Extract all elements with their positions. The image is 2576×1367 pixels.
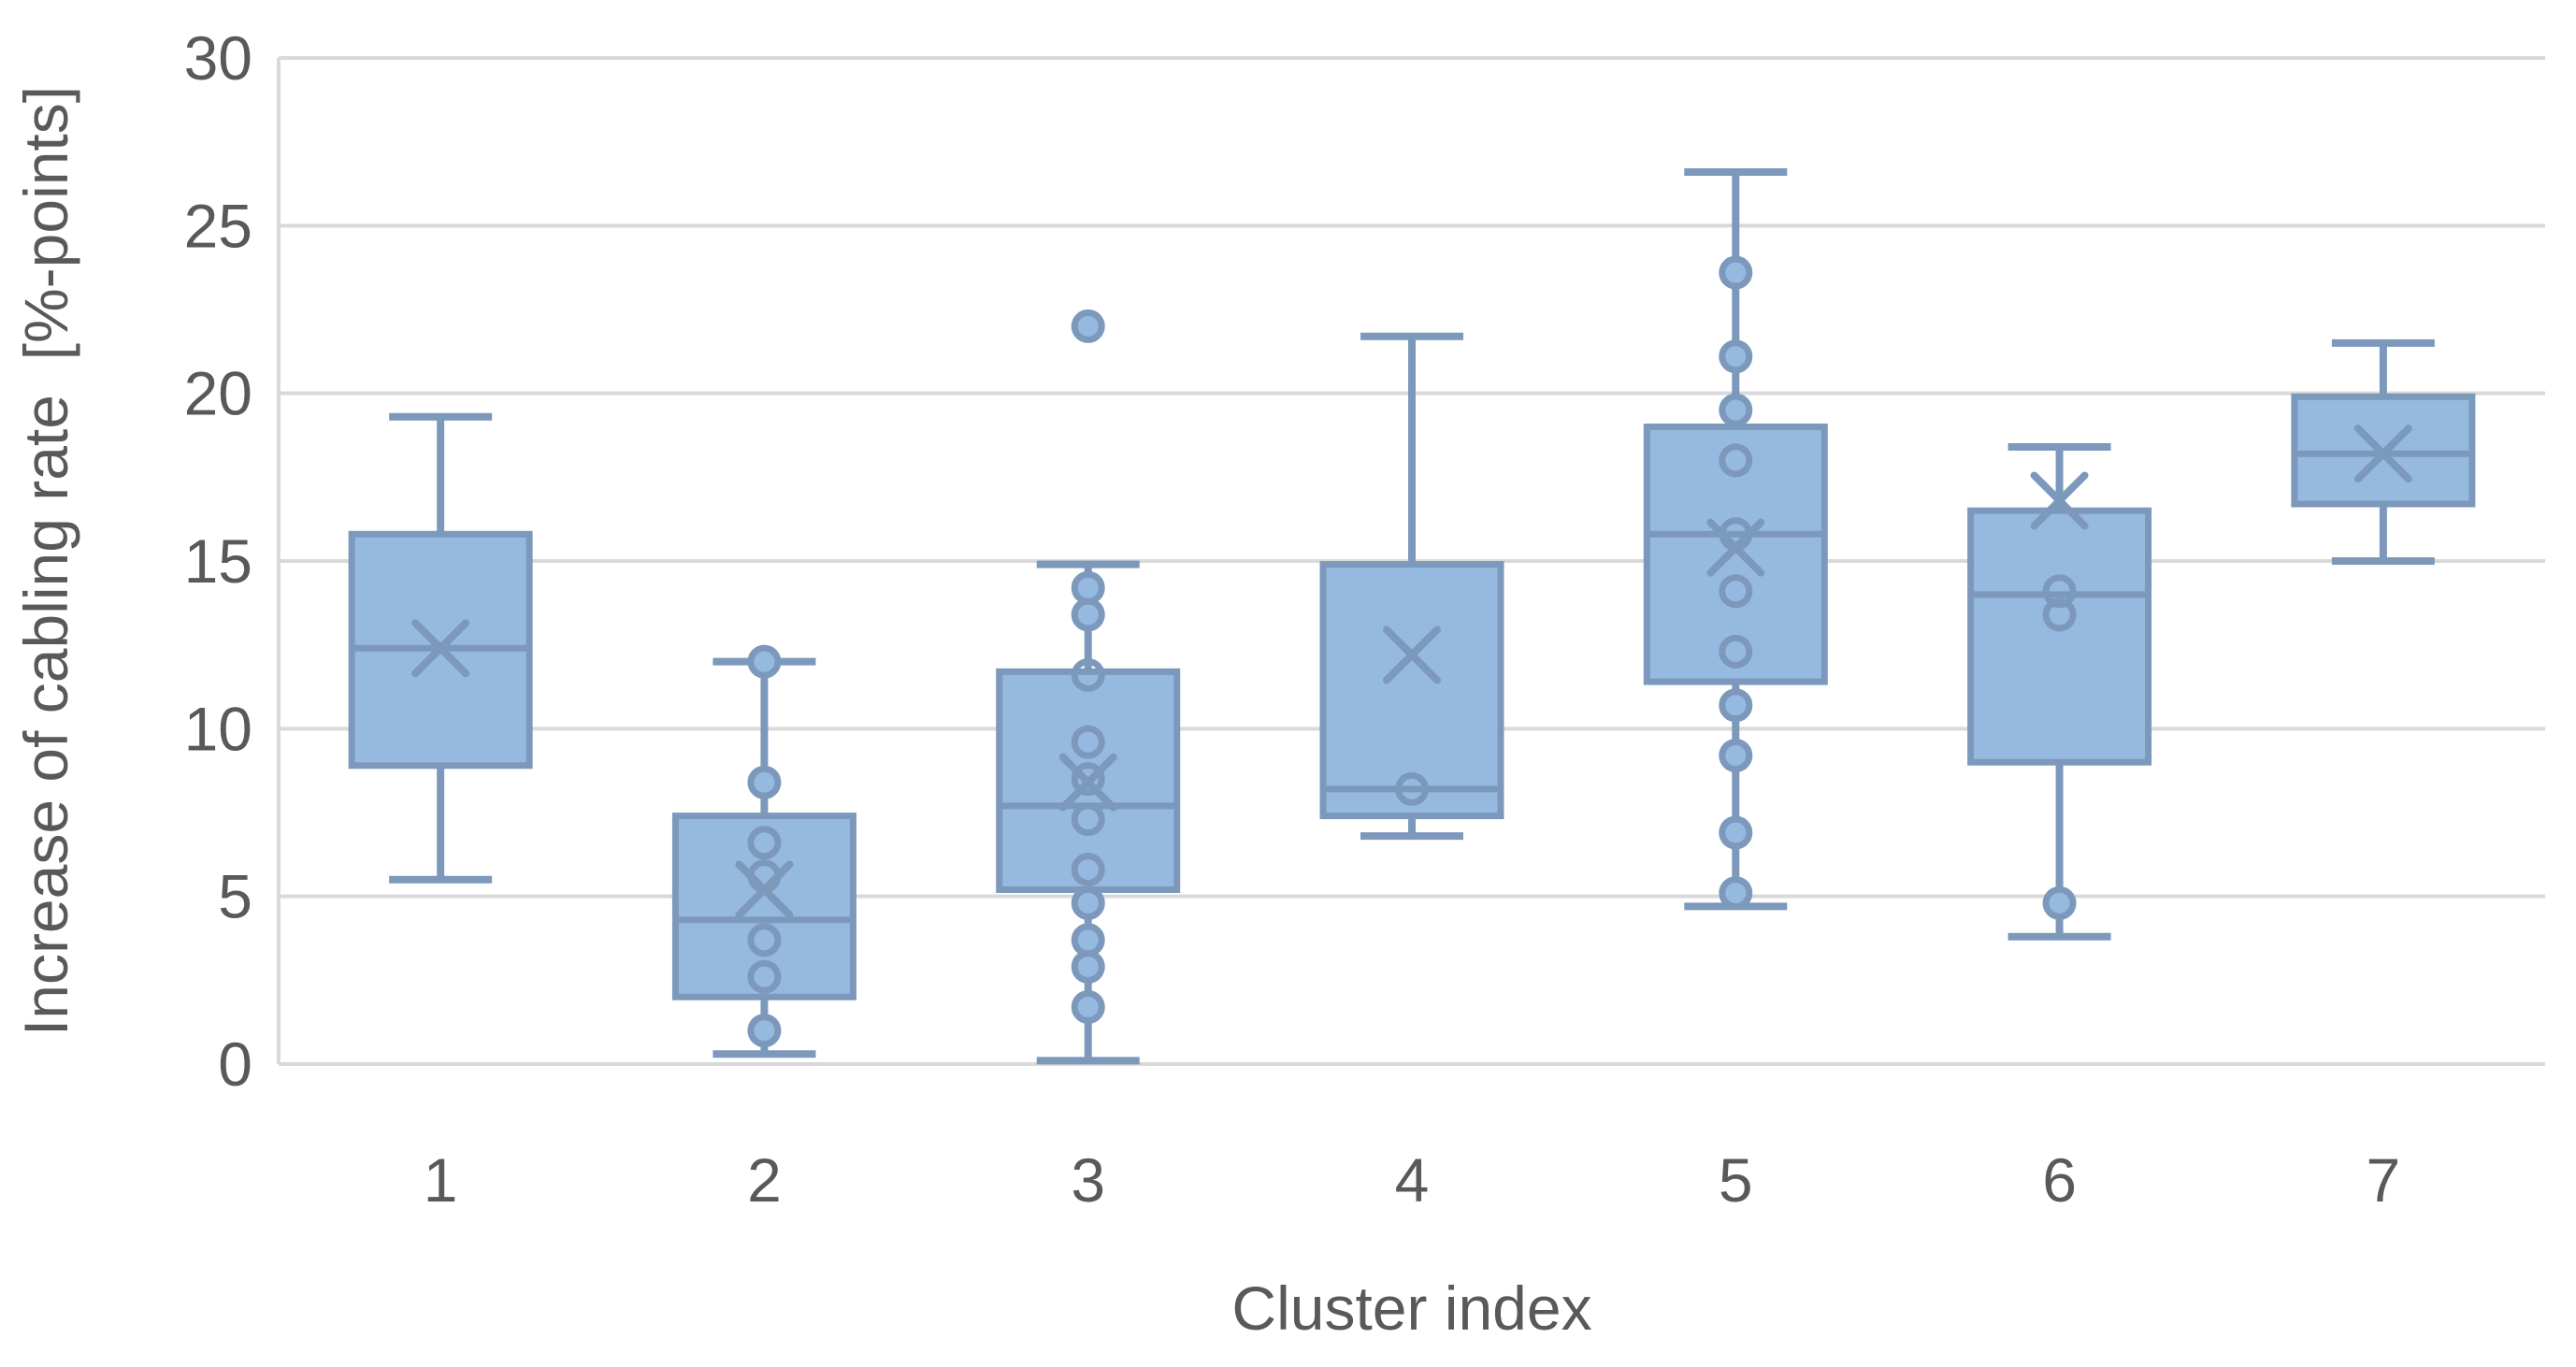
y-tick-label: 10	[184, 694, 252, 763]
boxplot-cluster-2	[671, 644, 856, 1058]
iqr-box	[1967, 507, 2152, 766]
data-point-filled	[1071, 923, 1105, 957]
mean-x-marker	[2353, 424, 2412, 483]
boxplot-cluster-7	[2291, 338, 2476, 565]
iqr-box	[1643, 424, 1828, 685]
series-layer	[348, 167, 2476, 1065]
data-point-open	[1719, 634, 1753, 669]
x-category-label: 1	[424, 1145, 458, 1215]
x-category-label: 7	[2366, 1145, 2400, 1215]
mean-x-marker	[1383, 626, 1441, 684]
data-point-open	[1071, 802, 1105, 837]
data-point-open	[1071, 657, 1105, 692]
data-point-filled	[1071, 949, 1105, 984]
y-tick-label: 20	[184, 359, 252, 428]
data-point-filled	[1719, 255, 1753, 290]
data-point-filled	[747, 644, 782, 679]
data-point-open	[2042, 574, 2077, 609]
iqr-box	[671, 813, 856, 1000]
data-point-open	[747, 826, 782, 860]
data-point-filled	[1071, 885, 1105, 920]
data-point-filled	[1719, 876, 1753, 911]
label-layer: 0 5 10 15 20 25 30 1 2 3 4 5 6 7	[184, 23, 2401, 1215]
data-point-open	[1071, 725, 1105, 759]
y-axis-title: Increase of cabling rate [%-points]	[11, 86, 80, 1036]
data-point-open	[747, 923, 782, 957]
data-point-filled	[1719, 339, 1753, 374]
data-point-filled	[1071, 597, 1105, 632]
data-point-filled	[1719, 688, 1753, 723]
data-point-open	[747, 959, 782, 994]
mean-x-marker	[2030, 471, 2089, 530]
data-point-open	[1719, 443, 1753, 478]
x-axis-title: Cluster index	[1231, 1273, 1591, 1343]
boxplot-cluster-1	[348, 412, 533, 884]
x-category-label: 6	[2042, 1145, 2077, 1215]
x-category-label: 3	[1071, 1145, 1105, 1215]
x-category-label: 2	[747, 1145, 782, 1215]
data-point-open	[1719, 574, 1753, 609]
y-tick-label: 15	[184, 526, 252, 596]
data-point-filled	[747, 765, 782, 799]
boxplot-cluster-6	[1967, 443, 2152, 941]
boxplot-cluster-4	[1319, 332, 1504, 841]
data-point-filled	[747, 1014, 782, 1048]
y-tick-label: 5	[218, 862, 252, 931]
data-point-open	[1395, 771, 1429, 806]
y-tick-label: 30	[184, 23, 252, 93]
x-category-label: 5	[1719, 1145, 1753, 1215]
data-point-open	[747, 859, 782, 894]
data-point-open	[1719, 517, 1753, 552]
boxplot-cluster-5	[1643, 167, 1828, 911]
data-point-filled	[1071, 570, 1105, 605]
mean-x-marker	[1058, 753, 1117, 812]
data-point-open	[1071, 852, 1105, 886]
y-tick-label: 0	[218, 1029, 252, 1099]
data-point-filled	[2042, 885, 2077, 920]
data-point-open	[2042, 597, 2077, 632]
data-point-open	[1071, 762, 1105, 797]
data-point-filled	[1719, 393, 1753, 427]
data-point-filled	[1071, 309, 1105, 343]
data-point-filled	[1071, 990, 1105, 1025]
data-point-filled	[1719, 815, 1753, 850]
mean-x-marker	[411, 619, 470, 678]
x-category-label: 4	[1395, 1145, 1430, 1215]
data-point-filled	[1719, 739, 1753, 773]
boxplot-cluster-3	[996, 309, 1181, 1065]
y-tick-label: 25	[184, 191, 252, 260]
